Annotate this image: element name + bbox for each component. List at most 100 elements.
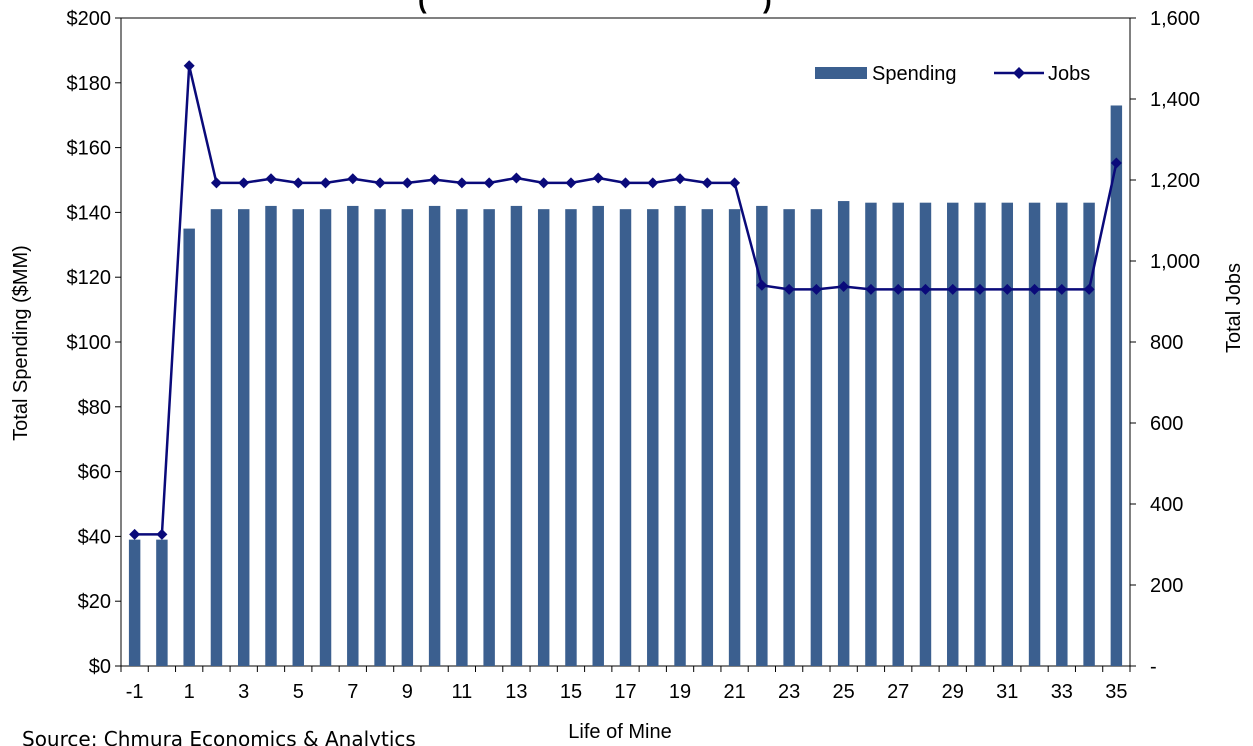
spending-bar [128,539,141,666]
jobs-point [947,283,959,295]
right-tick-label: 1,400 [1150,89,1200,111]
spending-bar [783,209,795,666]
legend: Spending Jobs [815,63,1090,85]
jobs-point [919,283,931,295]
left-tick-label: $140 [67,202,112,224]
x-tick-label: 31 [996,681,1018,703]
x-axis: -1 1 3 5 7 9 11 13 15 17 19 21 23 25 27 29 31 33 35 [120,666,1131,703]
right-tick-label: 400 [1150,494,1183,516]
spending-bar [865,202,877,666]
spending-bar [728,209,741,666]
spending-bar [265,205,277,667]
y-axis-right-title: Total Jobs [1223,263,1245,353]
jobs-point [620,177,631,189]
jobs-point [183,60,195,72]
x-tick-label: 9 [402,681,413,703]
jobs-point [374,177,386,189]
x-tick-label: 25 [833,681,855,703]
right-tick-label: - [1150,656,1157,678]
right-tick-label: 1,200 [1150,170,1200,192]
jobs-point [292,177,304,189]
spending-bar [1110,105,1123,667]
right-tick-label: 1,600 [1150,8,1200,30]
left-tick-label: $60 [78,462,111,484]
spending-bar [183,228,195,666]
right-tick-label: 200 [1150,575,1183,597]
jobs-line [129,60,1122,540]
legend-label-jobs: Jobs [1048,63,1090,85]
spending-bar [456,209,468,666]
left-y-axis: $0 $20 $40 $60 $80 $100 $120 $140 $160 $180 $200 [67,8,121,678]
left-tick-label: $40 [78,526,111,548]
jobs-point [238,177,250,189]
x-tick-label: 35 [1105,681,1127,703]
spending-bar [701,209,714,666]
right-tick-label: 600 [1150,413,1183,435]
jobs-point [701,177,713,189]
x-tick-label: 11 [451,681,472,703]
spending-bar [237,209,250,666]
jobs-point [810,283,822,295]
jobs-point [265,173,277,185]
chart-title-close: ) [763,0,772,14]
spending-bar [210,209,223,666]
legend-label-spending: Spending [872,63,957,85]
spending-bar [919,202,932,666]
spending-bar [647,209,659,666]
spending-bar [156,539,168,666]
jobs-point [729,177,741,189]
jobs-point [674,173,686,185]
jobs-point [510,172,522,184]
jobs-point [429,174,441,186]
jobs-point [210,177,222,189]
jobs-point [401,177,413,189]
spending-bar [537,209,550,666]
jobs-point [974,283,986,295]
jobs-point [1083,283,1095,295]
x-tick-label: 3 [238,681,249,703]
spending-bar [347,205,359,667]
spending-bar [619,209,632,666]
spending-bar [292,209,304,666]
right-y-axis: - 200 400 600 800 1,000 1,200 1,400 1,600 [1130,8,1200,678]
spending-bar [756,205,768,667]
jobs-point [1001,283,1013,295]
jobs-point [838,281,850,293]
y-axis-left-title: Total Spending ($MM) [10,245,32,441]
jobs-point [456,177,468,189]
spending-bar [401,209,414,666]
spending-bar [374,209,386,666]
spending-bar [565,209,577,666]
jobs-point [756,279,768,291]
left-tick-label: $0 [89,656,111,678]
right-tick-label: 800 [1150,332,1183,354]
x-tick-label: 23 [778,681,800,703]
x-tick-label: 1 [184,681,195,703]
x-tick-label: 5 [293,681,304,703]
jobs-point [647,177,659,189]
spending-bar [837,201,850,666]
jobs-point [129,528,141,540]
left-tick-label: $200 [67,8,112,30]
spending-bars [128,105,1123,667]
spending-bar [483,209,495,666]
left-tick-label: $180 [67,73,112,95]
spending-bar [510,205,523,667]
spending-bar [1028,202,1041,666]
x-tick-label: 27 [887,681,909,703]
x-tick-label: 7 [347,681,358,703]
spending-bar [947,202,959,666]
jobs-point [320,177,332,189]
jobs-point [156,528,168,540]
jobs-point [1110,157,1122,169]
left-tick-label: $120 [67,267,112,289]
jobs-point [783,283,795,295]
jobs-point [892,283,904,295]
x-axis-title: Life of Mine [568,721,671,743]
spending-bar [1056,202,1068,666]
jobs-point [565,177,577,189]
x-tick-label: 19 [669,681,691,703]
right-tick-label: 1,000 [1150,251,1200,273]
x-tick-label: 29 [942,681,964,703]
